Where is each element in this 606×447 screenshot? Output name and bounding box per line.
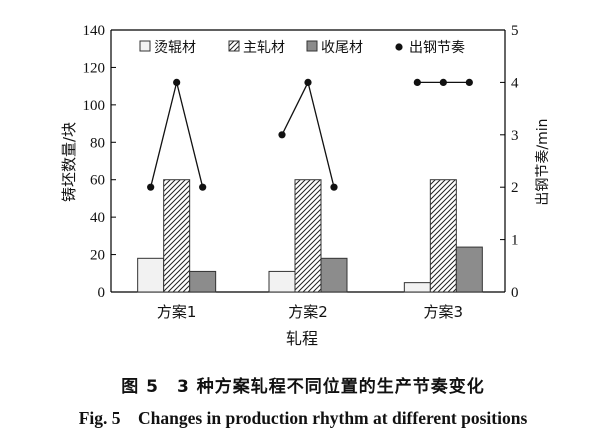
- figure-caption-cn: 图 5 3 种方案轧程不同位置的生产节奏变化: [121, 377, 485, 397]
- tempo-point: [413, 78, 421, 86]
- bar: [455, 246, 483, 293]
- y-tick-label: 20: [90, 248, 105, 264]
- tempo-line: [281, 80, 335, 188]
- y-tick-label: 60: [90, 173, 105, 189]
- legend-label: 烫辊材: [154, 40, 196, 56]
- x-tick-label: 方案3: [424, 303, 464, 321]
- legend-swatch: [139, 40, 151, 52]
- y-tick-label: 120: [83, 60, 106, 76]
- legend-label: 出钢节奏: [409, 40, 465, 56]
- y-tick-label: 100: [83, 98, 106, 114]
- y2-axis-title: 出钢节奏/min: [535, 118, 551, 205]
- tempo-point: [465, 78, 473, 86]
- legend-label: 收尾材: [321, 40, 363, 56]
- legend-swatch: [228, 40, 240, 52]
- tempo-point: [439, 78, 447, 86]
- y2-tick-label: 5: [511, 23, 519, 39]
- tempo-point: [278, 131, 286, 139]
- bar: [268, 270, 296, 293]
- tempo-point: [304, 78, 312, 86]
- x-axis-title: 轧程: [286, 329, 318, 348]
- y2-tick-label: 2: [511, 180, 519, 196]
- y2-tick-label: 3: [511, 128, 519, 144]
- y2-tick-label: 1: [511, 233, 519, 249]
- y2-tick-label: 0: [511, 285, 519, 301]
- tempo-line: [150, 82, 204, 188]
- bar: [137, 257, 165, 293]
- bar: [163, 179, 191, 293]
- legend-marker: [395, 43, 403, 51]
- chart: 0 20 40 60 80 100 120 140 0 1 2 3 4 5 铸坯数量/块 出钢节奏/min 轧程…: [60, 23, 551, 348]
- y-tick-label: 80: [90, 135, 105, 151]
- bar: [429, 179, 457, 293]
- y-tick-label: 140: [83, 23, 106, 39]
- bar: [320, 257, 348, 293]
- x-tick-label: 方案1: [157, 303, 197, 321]
- tempo-point: [147, 183, 155, 191]
- y2-tick-label: 4: [511, 75, 519, 91]
- legend-label: 主轧材: [243, 40, 285, 56]
- tempo-point: [199, 183, 207, 191]
- tempo-point: [330, 183, 338, 191]
- bar: [189, 270, 217, 293]
- legend-swatch: [306, 40, 318, 52]
- y-axis-title: 铸坯数量/块: [60, 122, 78, 202]
- x-tick-label: 方案2: [288, 303, 328, 321]
- tempo-point: [173, 78, 181, 86]
- y-tick-label: 0: [98, 285, 106, 301]
- bar: [403, 282, 431, 293]
- bar: [294, 179, 322, 293]
- y-tick-label: 40: [90, 210, 105, 226]
- figure-caption-en: Fig. 5 Changes in production rhythm at d…: [78, 408, 528, 428]
